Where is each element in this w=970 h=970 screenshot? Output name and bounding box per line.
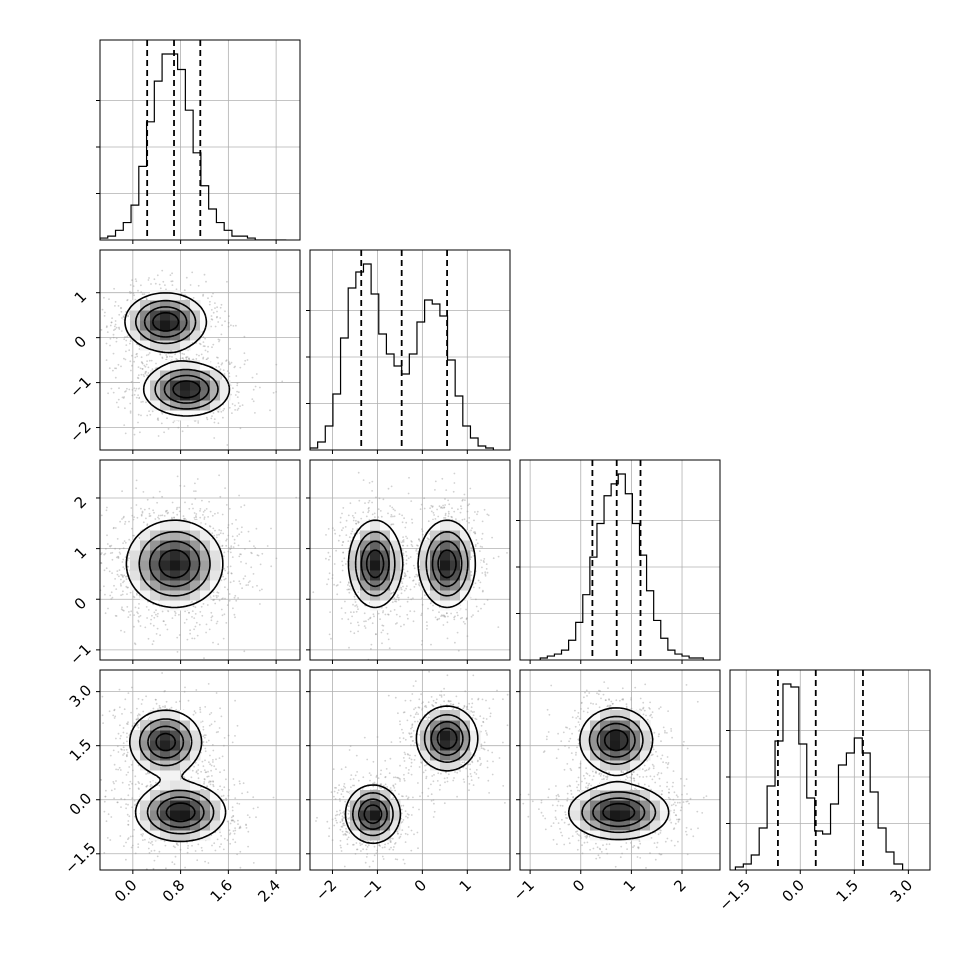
histogram-0 [100,53,287,240]
y-tick-label-1-3: 1 [71,287,90,306]
contour-level-1 [135,299,219,410]
hist-panel-2 [516,459,721,664]
scatter-panel-3-2 [516,669,721,874]
x-tick-label-3-2: 1.5 [833,876,863,906]
panel-frame [519,459,721,661]
contour-level-2 [147,725,205,829]
x-tick-label-0-3: 2.4 [254,876,284,906]
contour-level-0 [344,705,479,845]
contour-level-3 [155,732,196,823]
x-tick-label-2-1: 0 [569,876,588,895]
contour-level-3 [363,727,458,825]
grid-lines [730,670,930,870]
x-tick-label-0-1: 0.8 [159,876,189,906]
grid-lines [520,460,720,660]
y-tick-label-1-1: −1 [66,373,94,401]
contour-level-0 [567,707,670,841]
scatter-panel-2-0 [96,459,301,664]
contour-level-1 [581,715,657,834]
panel-frame [99,669,301,871]
x-tick-label-2-3: 2 [670,876,689,895]
panel-frame [309,459,511,661]
scatter-points [315,670,509,868]
x-tick-label-2-2: 1 [620,876,639,895]
scatter-panel-2-1 [306,459,511,664]
contour-level-2 [143,306,210,404]
y-tick-label-3-1: 0.0 [66,789,96,819]
x-tick-label-0-0: 0.0 [111,876,141,906]
x-tick-label-1-0: −2 [312,876,340,904]
density-cells [120,290,231,421]
panel-frame [729,669,931,871]
contour-level-3 [158,549,191,579]
y-tick-label-2-1: 0 [71,594,90,613]
contour-level-1 [138,531,211,597]
y-tick-label-1-0: −2 [66,418,94,446]
y-tick-label-3-3: 3.0 [66,681,96,711]
x-tick-label-2-0: −1 [510,876,538,904]
y-tick-label-3-2: 1.5 [66,735,96,765]
y-tick-label-2-0: −1 [66,640,94,668]
contour-level-3 [152,311,201,399]
contour-level-3 [365,549,457,579]
scatter-panel-3-0 [96,669,301,874]
x-tick-label-1-1: −1 [357,876,385,904]
x-tick-label-3-3: 3.0 [887,876,917,906]
histogram-3 [734,683,904,870]
x-tick-label-3-1: 0.0 [779,876,809,906]
panel-frame [99,249,301,451]
panel-frame [99,39,301,241]
hist-panel-1 [306,249,511,454]
contour-level-0 [125,519,224,609]
x-tick-label-0-2: 1.6 [207,876,237,906]
y-tick-label-3-0: −1.5 [61,839,99,877]
contour-level-2 [358,720,464,830]
panel-frame [309,249,511,451]
panel-frame [99,459,301,661]
grid-lines [310,250,510,450]
scatter-points [312,471,508,660]
contour-level-0 [124,292,231,417]
panel-frame [309,669,511,871]
x-tick-label-1-3: 1 [456,876,475,895]
x-tick-label-3-0: −1.5 [716,876,754,914]
scatter-panel-3-1 [306,669,511,874]
hist-panel-0 [96,39,301,244]
contour-level-2 [148,540,201,588]
contour-level-2 [592,722,646,828]
contour-level-1 [354,531,469,597]
y-tick-label-2-3: 2 [71,493,90,512]
contour-level-0 [347,519,477,609]
y-tick-label-2-2: 1 [71,543,90,562]
histogram-2 [539,473,704,660]
hist-panel-3 [726,669,931,874]
y-tick-label-1-2: 0 [71,332,90,351]
scatter-panel-1-0 [96,249,301,454]
contour-level-1 [352,713,471,837]
contour-level-0 [129,709,227,843]
panel-frame [519,669,721,871]
contour-level-3 [602,729,636,822]
x-tick-label-1-2: 0 [411,876,430,895]
contour-level-2 [360,540,463,588]
contour-level-1 [138,718,215,835]
